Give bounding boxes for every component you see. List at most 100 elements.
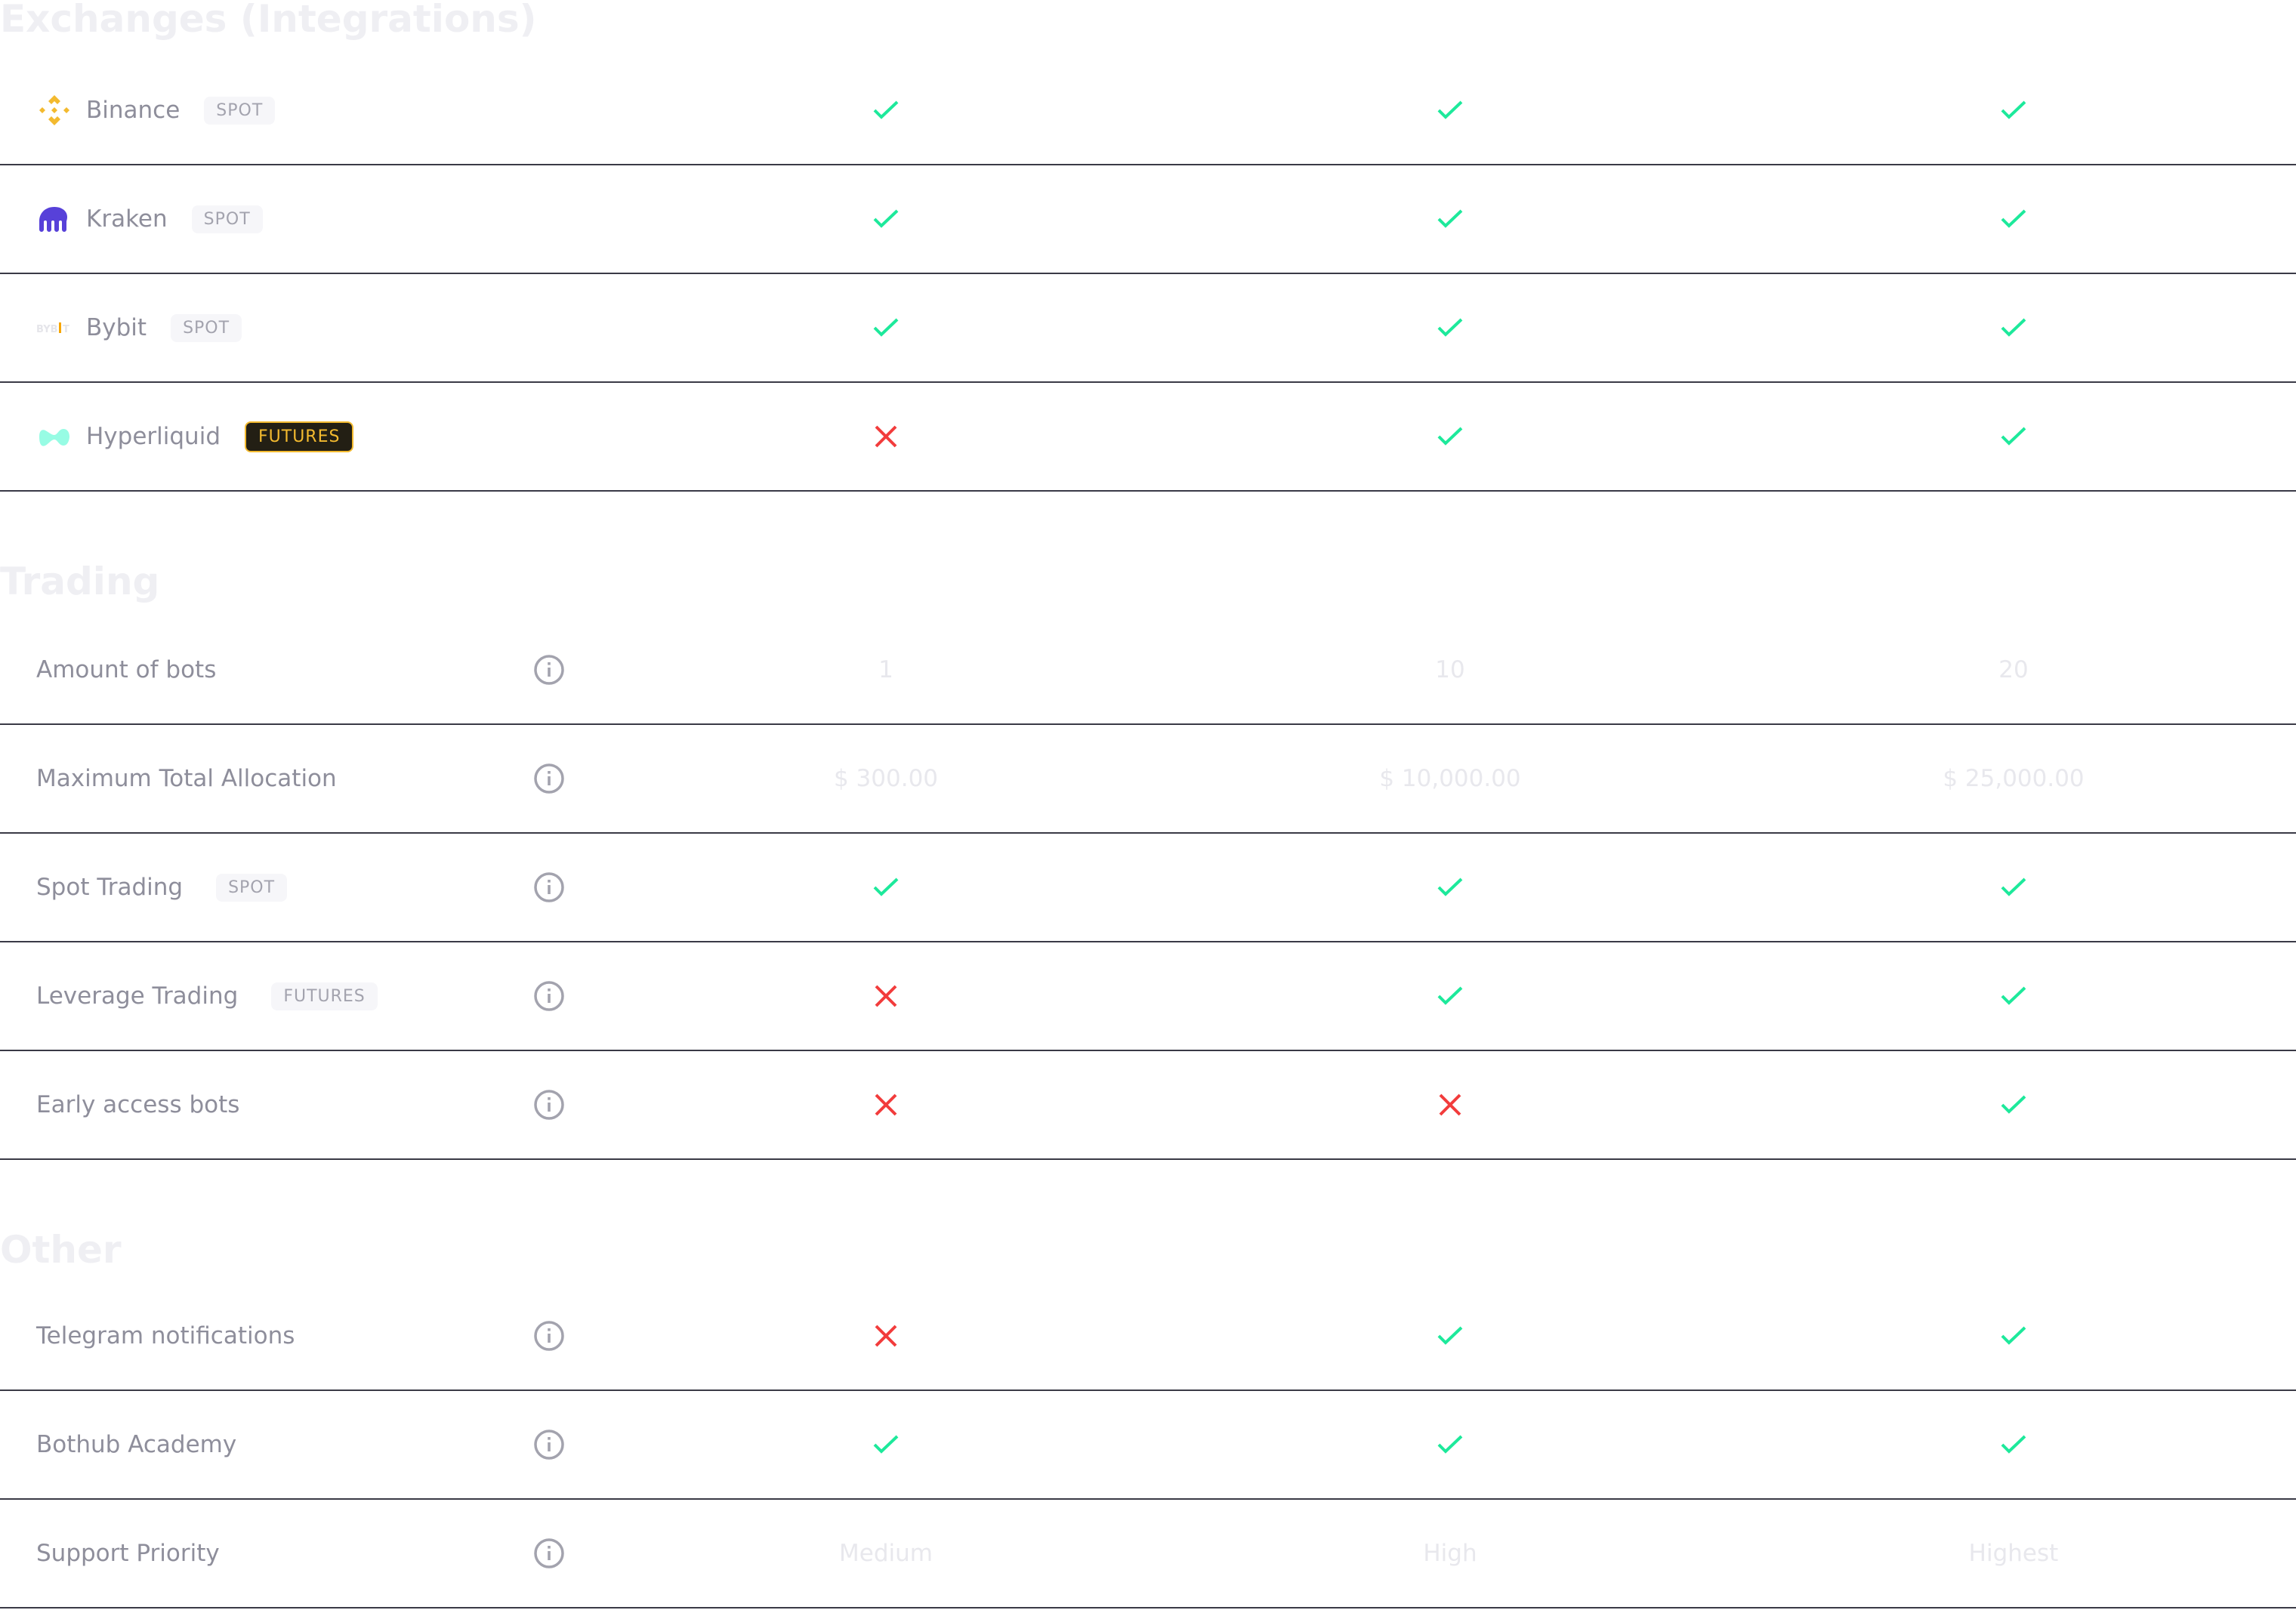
row-name: Support Priority xyxy=(36,1540,220,1567)
cross-icon xyxy=(875,1325,897,1347)
check-icon xyxy=(2001,209,2026,228)
row-label: Kraken SPOT xyxy=(36,165,263,273)
plan-2-cell xyxy=(1224,1051,1677,1158)
exchange-row: Binance SPOT xyxy=(0,57,2296,165)
check-icon xyxy=(1437,1326,1463,1345)
check-icon xyxy=(1437,1435,1463,1454)
info-icon[interactable] xyxy=(533,871,565,903)
cell-value: 1 xyxy=(878,656,893,683)
cell-value: $ 25,000.00 xyxy=(1943,765,2085,792)
cross-icon xyxy=(875,1093,897,1116)
feature-row: Early access bots xyxy=(0,1051,2296,1160)
row-name: Hyperliquid xyxy=(86,423,221,450)
exchange-row: BYB T Bybit SPOT xyxy=(0,274,2296,383)
check-icon xyxy=(1437,100,1463,119)
row-label: Spot Trading SPOT xyxy=(36,834,288,941)
spot-badge: SPOT xyxy=(171,313,242,342)
row-name: Kraken xyxy=(86,205,168,233)
info-icon[interactable] xyxy=(533,1089,565,1121)
spot-badge: SPOT xyxy=(204,96,276,125)
info-icon[interactable] xyxy=(533,980,565,1012)
cross-icon xyxy=(1439,1093,1461,1116)
plan-2-cell xyxy=(1224,1391,1677,1498)
section-title: Exchanges (Integrations) xyxy=(0,0,537,41)
cell-value: High xyxy=(1423,1540,1477,1567)
row-label: Support Priority xyxy=(36,1500,220,1607)
row-label: Amount of bots xyxy=(36,616,216,723)
plan-3-cell xyxy=(1787,165,2240,273)
kraken-logo-icon xyxy=(36,201,73,237)
info-icon[interactable] xyxy=(533,654,565,686)
plan-1-cell xyxy=(659,383,1113,490)
row-label: Binance SPOT xyxy=(36,57,276,164)
row-label: Leverage Trading FUTURES xyxy=(36,942,378,1050)
row-name: Bothub Academy xyxy=(36,1431,237,1458)
plan-1-cell xyxy=(659,1282,1113,1389)
plan-1-cell xyxy=(659,57,1113,164)
row-name: Telegram notifications xyxy=(36,1322,295,1349)
plan-2-cell: $ 10,000.00 xyxy=(1224,725,1677,832)
feature-row: Bothub Academy xyxy=(0,1391,2296,1500)
plan-1-cell xyxy=(659,942,1113,1050)
plan-3-cell xyxy=(1787,57,2240,164)
row-name: Binance xyxy=(86,97,181,124)
info-icon[interactable] xyxy=(533,1429,565,1460)
row-label: Bothub Academy xyxy=(36,1391,236,1498)
check-icon xyxy=(1437,209,1463,228)
info-icon[interactable] xyxy=(533,763,565,794)
row-label: BYB T Bybit SPOT xyxy=(36,274,242,381)
cross-icon xyxy=(875,425,897,448)
feature-row: Maximum Total Allocation $ 300.00 $ 10,000… xyxy=(0,725,2296,834)
info-icon[interactable] xyxy=(533,1538,565,1569)
row-name: Amount of bots xyxy=(36,656,217,683)
futures-badge: FUTURES xyxy=(245,421,354,452)
plan-2-cell: High xyxy=(1224,1500,1677,1607)
plan-3-cell: 20 xyxy=(1787,616,2240,723)
plan-2-cell xyxy=(1224,383,1677,490)
plan-2-cell xyxy=(1224,942,1677,1050)
plan-1-cell: 1 xyxy=(659,616,1113,723)
plan-2-cell xyxy=(1224,834,1677,941)
row-name: Maximum Total Allocation xyxy=(36,765,337,792)
feature-row: Amount of bots 1 10 20 xyxy=(0,616,2296,725)
check-icon xyxy=(2001,1326,2026,1345)
exchange-row: Hyperliquid FUTURES xyxy=(0,383,2296,492)
plan-1-cell xyxy=(659,1391,1113,1498)
plan-2-cell xyxy=(1224,1282,1677,1389)
check-icon xyxy=(2001,100,2026,119)
check-icon xyxy=(2001,986,2026,1005)
plan-3-cell xyxy=(1787,1391,2240,1498)
cross-icon xyxy=(875,985,897,1007)
check-icon xyxy=(873,209,899,228)
feature-row: Spot Trading SPOT xyxy=(0,834,2296,942)
plan-1-cell xyxy=(659,1051,1113,1158)
plan-3-cell xyxy=(1787,1051,2240,1158)
plan-2-cell xyxy=(1224,165,1677,273)
row-name: Bybit xyxy=(86,314,147,341)
plan-3-cell xyxy=(1787,1282,2240,1389)
plan-1-cell: Medium xyxy=(659,1500,1113,1607)
row-label: Telegram notifications xyxy=(36,1282,295,1389)
plan-3-cell: $ 25,000.00 xyxy=(1787,725,2240,832)
info-icon[interactable] xyxy=(533,1320,565,1352)
plan-3-cell: Highest xyxy=(1787,1500,2240,1607)
cell-value: $ 300.00 xyxy=(833,765,939,792)
plan-1-cell xyxy=(659,834,1113,941)
row-label: Maximum Total Allocation xyxy=(36,725,337,832)
plan-3-cell xyxy=(1787,383,2240,490)
section-title: Trading xyxy=(0,560,160,603)
spot-badge: SPOT xyxy=(191,205,263,233)
cell-value: Highest xyxy=(1968,1540,2059,1567)
row-label: Early access bots xyxy=(36,1051,239,1158)
binance-logo-icon xyxy=(36,92,73,128)
check-icon xyxy=(873,318,899,337)
row-label: Hyperliquid FUTURES xyxy=(36,383,354,490)
check-icon xyxy=(1437,877,1463,896)
plan-1-cell xyxy=(659,274,1113,381)
plan-2-cell xyxy=(1224,274,1677,381)
check-icon xyxy=(1437,318,1463,337)
cell-value: $ 10,000.00 xyxy=(1379,765,1521,792)
futures-badge: FUTURES xyxy=(271,982,378,1010)
plan-3-cell xyxy=(1787,274,2240,381)
plan-2-cell: 10 xyxy=(1224,616,1677,723)
